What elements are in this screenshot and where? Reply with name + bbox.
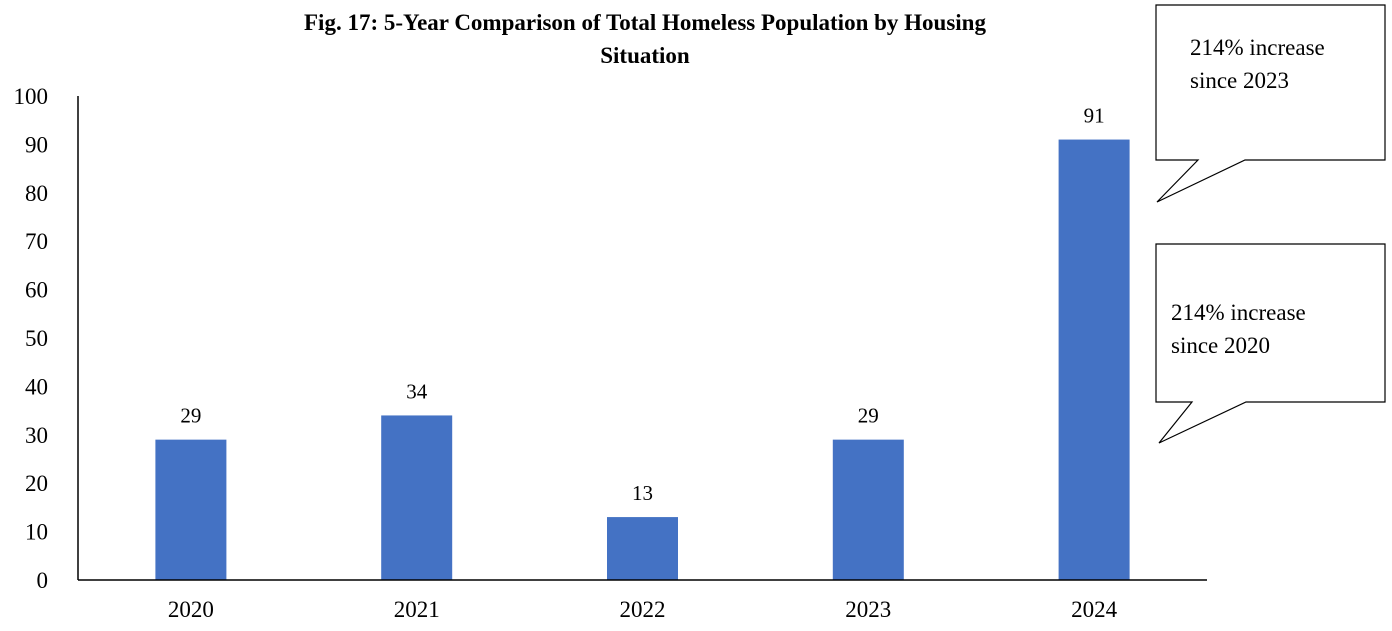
y-tick-label: 40 xyxy=(25,374,48,399)
x-tick-label-2024: 2024 xyxy=(1071,597,1118,622)
data-label-2022: 13 xyxy=(632,481,653,505)
y-tick-label: 50 xyxy=(25,326,48,351)
y-tick-label: 20 xyxy=(25,471,48,496)
y-tick-label: 70 xyxy=(25,229,48,254)
chart-title-line-1: Fig. 17: 5-Year Comparison of Total Home… xyxy=(304,10,986,35)
y-tick-label: 0 xyxy=(37,568,49,593)
data-label-2023: 29 xyxy=(858,404,879,428)
bar-2023 xyxy=(832,439,904,580)
y-tick-label: 10 xyxy=(25,520,48,545)
y-tick-label: 90 xyxy=(25,132,48,157)
data-label-2021: 34 xyxy=(406,379,428,403)
y-tick-label: 100 xyxy=(14,84,49,109)
callout-text-2023: 214% increase since 2023 xyxy=(1190,35,1325,93)
y-tick-label: 30 xyxy=(25,423,48,448)
callout-box-2020 xyxy=(1155,243,1386,444)
bar-2022 xyxy=(607,517,678,580)
chart-title-line-2: Situation xyxy=(600,43,690,68)
x-tick-label-2020: 2020 xyxy=(168,597,214,622)
x-tick-label-2023: 2023 xyxy=(845,597,891,622)
callout-box-2023 xyxy=(1155,4,1386,203)
y-tick-label: 80 xyxy=(25,181,48,206)
callout-text-2020: 214% increase since 2020 xyxy=(1171,300,1306,358)
x-tick-label-2022: 2022 xyxy=(620,597,666,622)
bar-2021 xyxy=(381,415,453,580)
data-label-2020: 29 xyxy=(180,404,201,428)
y-tick-label: 60 xyxy=(25,278,48,303)
bar-2024 xyxy=(1058,139,1130,580)
bar-2020 xyxy=(155,439,227,580)
data-label-2024: 91 xyxy=(1084,104,1105,128)
x-tick-label-2021: 2021 xyxy=(394,597,440,622)
